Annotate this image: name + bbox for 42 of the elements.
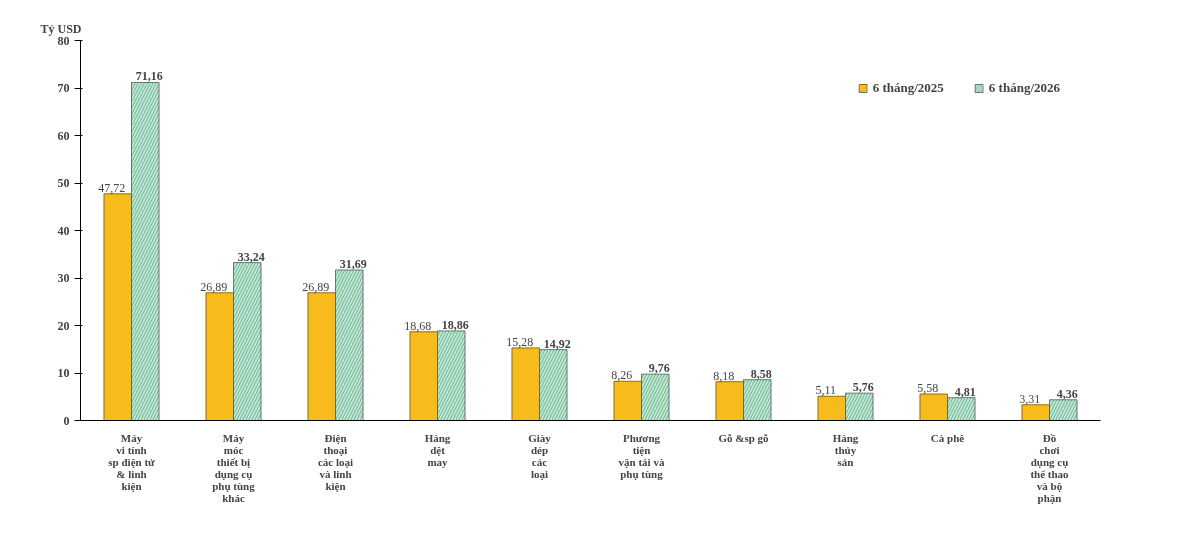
x-tick-label: Máy móc thiết bị dụng cụ phụ tùng khác	[212, 431, 256, 504]
y-tick-label: 50	[57, 176, 70, 190]
x-tick-label: Máy vi tính sp điện tử & linh kiện	[108, 431, 156, 492]
legend-label: 6 tháng/2025	[872, 80, 944, 96]
data-label: 4,81	[954, 384, 976, 399]
data-label: 8,18	[713, 368, 735, 383]
data-label: 5,76	[852, 380, 874, 395]
y-tick-label: 40	[57, 223, 70, 238]
data-label: 33,24	[237, 249, 265, 264]
data-label: 8,26	[611, 368, 633, 383]
y-tick-label: 30	[57, 271, 70, 285]
y-axis-title: Tỷ USD	[40, 21, 82, 36]
data-label: 26,89	[200, 279, 228, 294]
data-label: 4,36	[1056, 386, 1078, 401]
data-label: 15,28	[506, 334, 534, 349]
data-label: 5,11	[815, 383, 837, 398]
y-tick-label: 0	[63, 413, 70, 428]
legend-label: 6 tháng/2026	[988, 80, 1060, 96]
y-tick-label: 20	[57, 318, 70, 333]
x-tick-label: Đồ chơi dụng cụ thể thao và bộ phận	[1030, 431, 1070, 504]
x-tick-label: Điện thoại các loại và linh kiện	[317, 431, 354, 492]
x-tick-label: Phương tiện vận tải và phụ tùng	[618, 431, 665, 480]
x-tick-label: Cà phê	[930, 431, 965, 444]
data-label: 47,72	[98, 180, 126, 195]
data-label: 3,31	[1019, 391, 1041, 406]
y-tick-label: 80	[57, 33, 70, 48]
x-tick-label: Hàng thủy sản	[832, 431, 859, 468]
x-tick-label: Giày dép các loại	[528, 431, 552, 480]
data-label: 18,68	[404, 318, 432, 333]
data-label: 14,92	[543, 336, 571, 351]
x-tick-label: Hàng dệt may	[424, 431, 451, 468]
data-label: 18,86	[441, 317, 469, 332]
y-tick-label: 70	[57, 81, 70, 95]
data-label: 9,76	[648, 361, 670, 376]
data-label: 31,69	[339, 256, 367, 271]
data-label: 5,58	[917, 380, 939, 395]
x-tick-label: Gỗ &sp gỗ	[718, 431, 770, 444]
y-tick-label: 10	[57, 366, 70, 380]
data-label: 26,89	[302, 279, 330, 294]
data-label: 8,58	[750, 366, 772, 381]
y-tick-label: 60	[57, 128, 70, 143]
data-label: 71,16	[135, 69, 163, 84]
